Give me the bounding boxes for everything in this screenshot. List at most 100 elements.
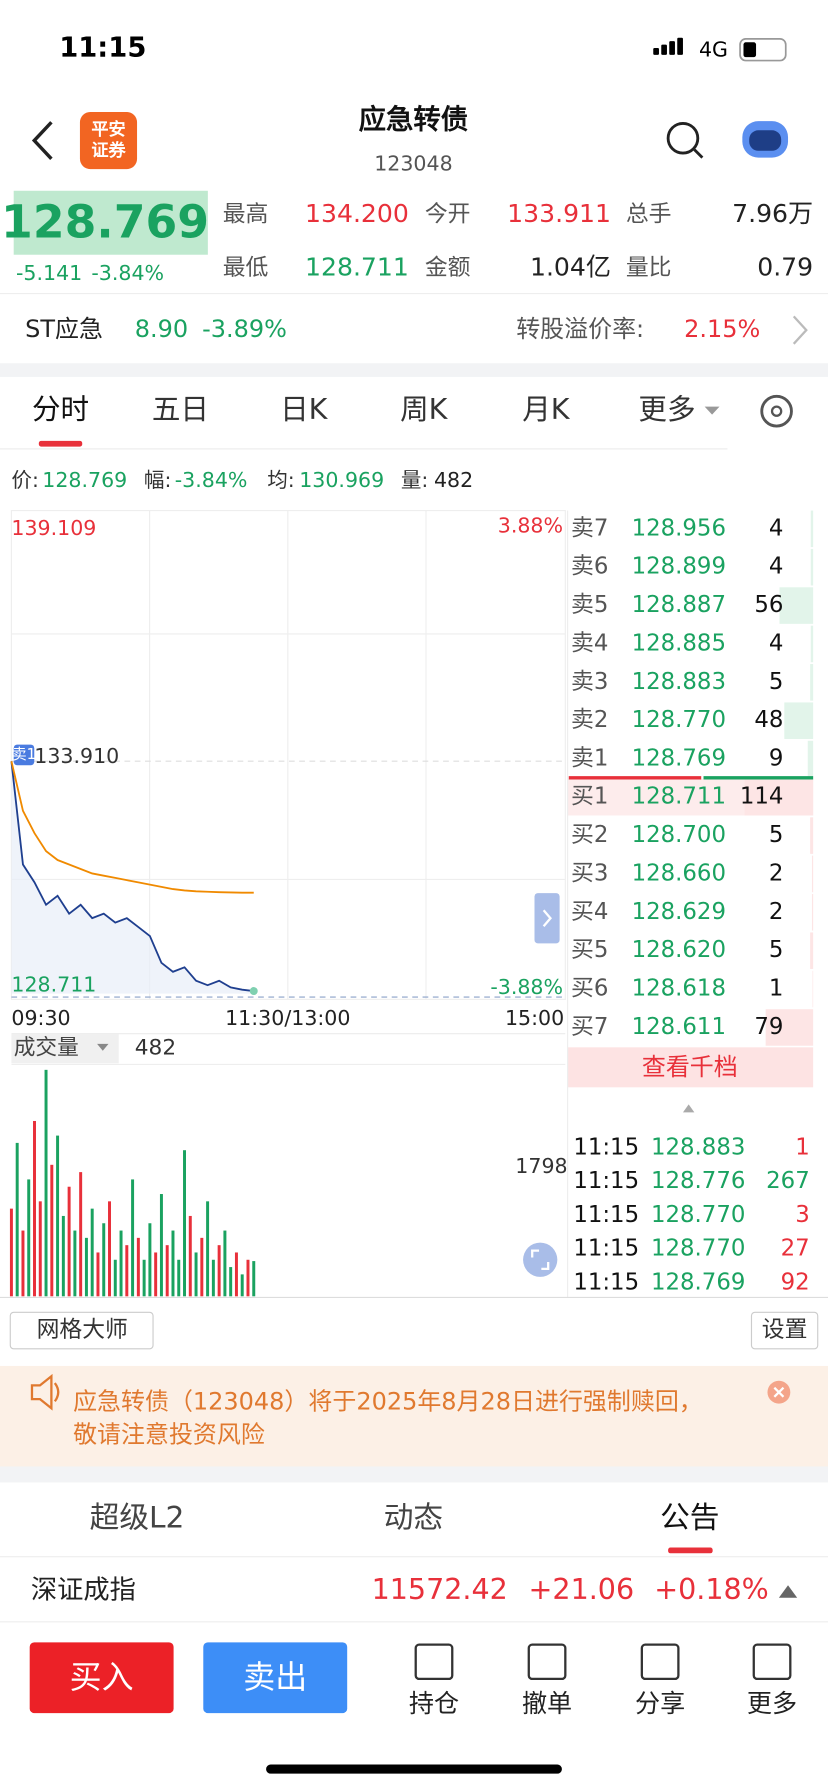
depth-bar bbox=[810, 625, 814, 663]
signal-bar bbox=[653, 48, 659, 55]
field-label: 量比 bbox=[626, 255, 672, 281]
volume-bar bbox=[90, 1208, 94, 1297]
volume-bar bbox=[252, 1261, 256, 1297]
battery bbox=[739, 38, 787, 62]
volume-bar bbox=[119, 1230, 123, 1297]
volume-selector[interactable] bbox=[11, 1033, 119, 1064]
expand-chart-button[interactable] bbox=[534, 893, 560, 944]
depth-bar bbox=[784, 702, 814, 739]
book-label: 卖2 bbox=[571, 707, 608, 733]
tab[interactable]: 五日 bbox=[152, 392, 209, 426]
expand-arrow[interactable] bbox=[778, 1585, 798, 1598]
tab-underline bbox=[38, 440, 83, 447]
sub-tab[interactable]: 超级L2 bbox=[90, 1500, 185, 1535]
volume-bar bbox=[136, 1237, 140, 1297]
action-label[interactable]: 分享 bbox=[635, 1689, 685, 1718]
chevron[interactable] bbox=[792, 315, 808, 345]
volume-bar bbox=[21, 1230, 25, 1297]
book-label: 买1 bbox=[571, 784, 608, 810]
logo bbox=[79, 111, 138, 170]
book-price: 128.620 bbox=[632, 937, 726, 963]
avg-line bbox=[10, 761, 254, 894]
field-label: 今开 bbox=[425, 201, 471, 227]
action-label[interactable]: 更多 bbox=[747, 1689, 797, 1718]
back-button[interactable] bbox=[31, 121, 53, 160]
x-tick-label: 09:30 bbox=[11, 1006, 70, 1030]
index-value: 11572.42 bbox=[372, 1572, 508, 1606]
button-text: 网格大师 bbox=[37, 1317, 128, 1343]
stock-price: 8.90 bbox=[135, 315, 188, 343]
field-value: 134.200 bbox=[305, 199, 409, 228]
volume-bar bbox=[113, 1259, 117, 1297]
depth-bar bbox=[811, 894, 814, 931]
tab[interactable]: 周K bbox=[400, 392, 449, 426]
tab[interactable]: 更多 bbox=[638, 392, 695, 426]
button-text: 买入 bbox=[70, 1658, 134, 1696]
more-depth-button[interactable] bbox=[567, 1047, 814, 1088]
field-label: 总手 bbox=[626, 201, 672, 227]
book-vol: 114 bbox=[740, 784, 784, 810]
trade-time: 11:15 bbox=[573, 1168, 639, 1194]
volume-label: 成交量 bbox=[14, 1035, 79, 1060]
volume-bar bbox=[159, 1194, 163, 1297]
volume-bar bbox=[188, 1215, 192, 1297]
tab[interactable]: 分时 bbox=[32, 392, 89, 426]
action-icon[interactable] bbox=[752, 1643, 792, 1681]
settings-button[interactable] bbox=[760, 394, 793, 428]
field-value: 1.04亿 bbox=[530, 252, 611, 281]
volume-bar bbox=[56, 1135, 60, 1297]
book-label: 卖7 bbox=[571, 515, 608, 541]
book-price: 128.887 bbox=[632, 592, 726, 618]
price-area bbox=[11, 761, 254, 994]
fullscreen-button[interactable] bbox=[523, 1242, 558, 1277]
trade-price: 128.770 bbox=[651, 1236, 745, 1262]
trade-vol: 3 bbox=[795, 1202, 810, 1228]
depth-bar bbox=[744, 778, 814, 816]
book-label: 买7 bbox=[571, 1014, 608, 1040]
book-price: 128.618 bbox=[632, 976, 726, 1002]
search-button[interactable] bbox=[666, 121, 700, 155]
volume-bar bbox=[125, 1245, 129, 1297]
grid-master-button[interactable] bbox=[9, 1311, 154, 1350]
badge-text: 卖1 bbox=[12, 746, 36, 763]
sell-button[interactable] bbox=[203, 1642, 348, 1714]
volume-bar bbox=[38, 1201, 42, 1297]
volume-bar bbox=[171, 1230, 175, 1297]
volume-bar bbox=[15, 1142, 19, 1297]
tab[interactable]: 月K bbox=[522, 392, 571, 426]
field-value: 128.711 bbox=[305, 252, 409, 281]
close-x bbox=[773, 1386, 785, 1398]
buy-button[interactable] bbox=[29, 1642, 174, 1714]
depth-bar bbox=[810, 817, 814, 854]
volume-bar bbox=[67, 1186, 71, 1297]
book-price: 128.629 bbox=[632, 899, 726, 925]
action-label[interactable]: 持仓 bbox=[409, 1689, 459, 1718]
volume-bar bbox=[33, 1120, 36, 1297]
volume-bar bbox=[61, 1215, 65, 1297]
change: -5.141 bbox=[16, 261, 82, 285]
book-price: 128.956 bbox=[632, 515, 726, 541]
volume-bar bbox=[73, 1230, 77, 1297]
depth-bar bbox=[812, 970, 814, 1008]
volume-bar bbox=[148, 1223, 152, 1297]
volume-bar bbox=[234, 1252, 238, 1297]
settings-button[interactable] bbox=[750, 1311, 819, 1350]
tab[interactable]: 日K bbox=[280, 392, 329, 426]
book-price: 128.611 bbox=[632, 1014, 726, 1040]
volume-bar bbox=[96, 1252, 100, 1297]
y-label: 133.910 bbox=[34, 744, 119, 768]
book-label: 卖1 bbox=[571, 746, 608, 772]
volume-bar bbox=[246, 1259, 250, 1297]
collapse-arrow[interactable] bbox=[682, 1104, 695, 1113]
volume-bar bbox=[229, 1267, 233, 1297]
sub-tab[interactable]: 公告 bbox=[660, 1500, 719, 1535]
sub-tab[interactable]: 动态 bbox=[384, 1500, 443, 1535]
book-vol: 56 bbox=[754, 592, 783, 618]
depth-bar bbox=[811, 855, 814, 893]
action-label[interactable]: 撤单 bbox=[522, 1689, 572, 1718]
action-icon[interactable] bbox=[527, 1643, 567, 1681]
action-icon[interactable] bbox=[640, 1643, 680, 1681]
change-pct: -3.84% bbox=[91, 261, 164, 285]
action-icon[interactable] bbox=[414, 1643, 454, 1681]
